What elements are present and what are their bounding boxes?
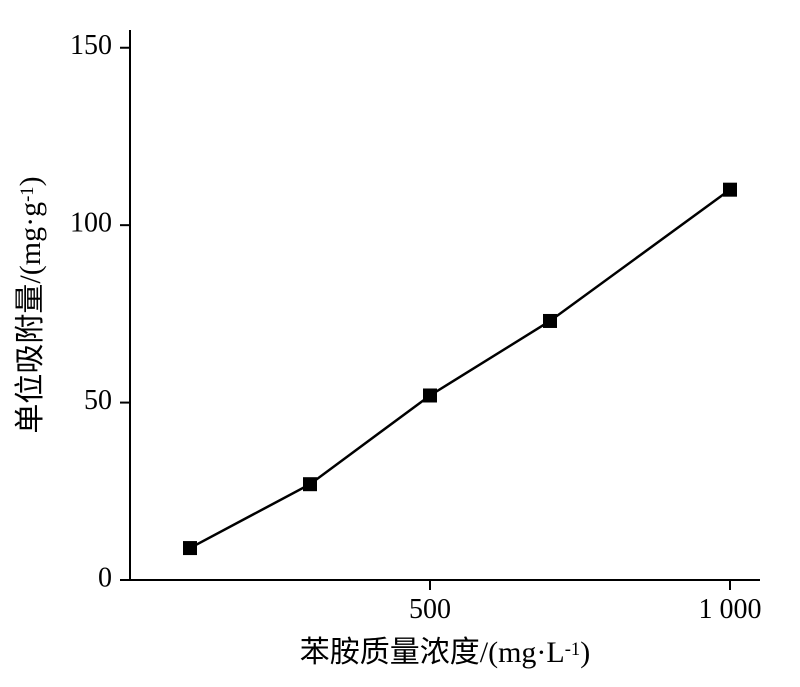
y-tick-label: 150 <box>70 30 112 61</box>
y-tick-label: 0 <box>98 562 112 593</box>
y-tick-label: 50 <box>84 385 112 416</box>
data-marker <box>723 183 737 197</box>
data-marker <box>303 477 317 491</box>
x-tick-label: 500 <box>409 594 451 625</box>
data-marker <box>423 388 437 402</box>
data-marker <box>543 314 557 328</box>
y-axis-title: 单位吸附量/(mg·g-1) <box>14 176 47 433</box>
x-axis-title: 苯胺质量浓度/(mg·L-1) <box>300 636 590 669</box>
y-tick-label: 100 <box>70 208 112 239</box>
chart-container: 0 50 100 150 500 1 000 单位吸附量/(mg·g-1) 苯胺质量浓度/(m… <box>0 0 800 687</box>
x-tick-label: 1 000 <box>699 594 762 625</box>
data-marker <box>183 541 197 555</box>
chart-svg: 0 50 100 150 500 1 000 单位吸附量/(mg·g-1) 苯胺质量浓度/(m… <box>0 0 800 687</box>
